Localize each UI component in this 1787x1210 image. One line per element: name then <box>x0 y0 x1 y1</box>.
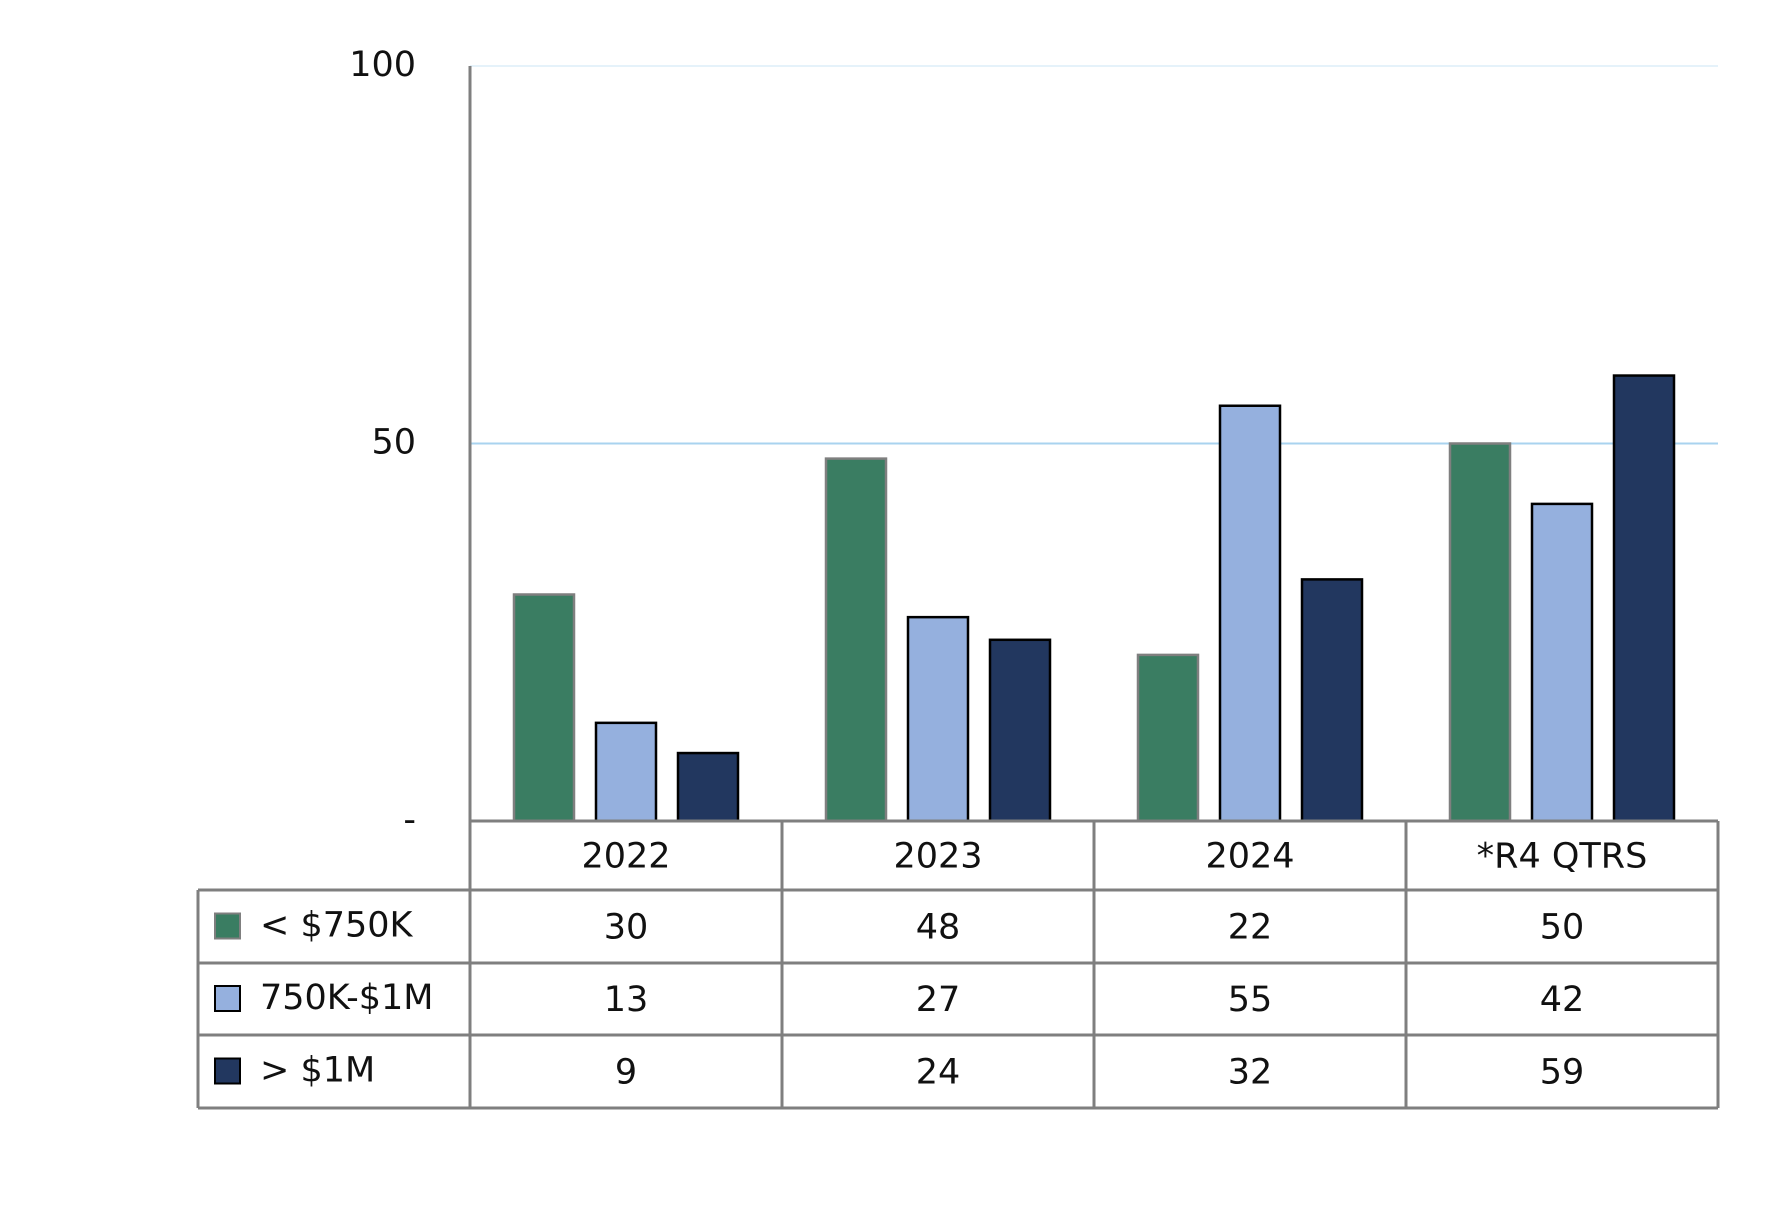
bar <box>676 751 740 823</box>
bar <box>1300 578 1364 823</box>
bar <box>594 721 658 823</box>
bar <box>1612 374 1676 823</box>
legend-swatch <box>214 912 241 940</box>
bar <box>1218 404 1282 823</box>
table-value: 27 <box>916 980 961 1020</box>
bar <box>906 615 970 823</box>
table-value: 22 <box>1228 908 1273 948</box>
legend-label: < $750K <box>260 906 414 946</box>
table-value: 30 <box>604 908 649 948</box>
legend-label: > $1M <box>260 1051 375 1091</box>
y-tick-label: 50 <box>371 423 416 463</box>
table-value: 24 <box>916 1053 961 1093</box>
table-value: 50 <box>1540 908 1585 948</box>
x-tick-label: *R4 QTRS <box>1477 837 1648 877</box>
legend-swatch <box>214 985 241 1012</box>
x-tick-label: 2022 <box>581 837 670 877</box>
table-value: 13 <box>604 980 649 1020</box>
bar <box>1136 653 1200 823</box>
bar <box>1448 442 1512 823</box>
x-tick-label: 2023 <box>893 837 982 877</box>
table-value: 9 <box>615 1053 637 1093</box>
legend-label: 750K-$1M <box>260 978 433 1018</box>
bar <box>512 593 576 823</box>
bar <box>824 457 888 823</box>
table-value: 55 <box>1228 980 1273 1020</box>
y-tick-label: - <box>403 800 416 840</box>
table-value: 32 <box>1228 1053 1273 1093</box>
table-value: 42 <box>1540 980 1585 1020</box>
bar <box>1530 502 1594 823</box>
x-tick-label: 2024 <box>1205 837 1294 877</box>
bar <box>988 638 1052 823</box>
table-value: 48 <box>916 908 961 948</box>
y-tick-label: 100 <box>349 45 416 85</box>
legend-swatch <box>214 1057 241 1085</box>
table-value: 59 <box>1540 1053 1585 1093</box>
